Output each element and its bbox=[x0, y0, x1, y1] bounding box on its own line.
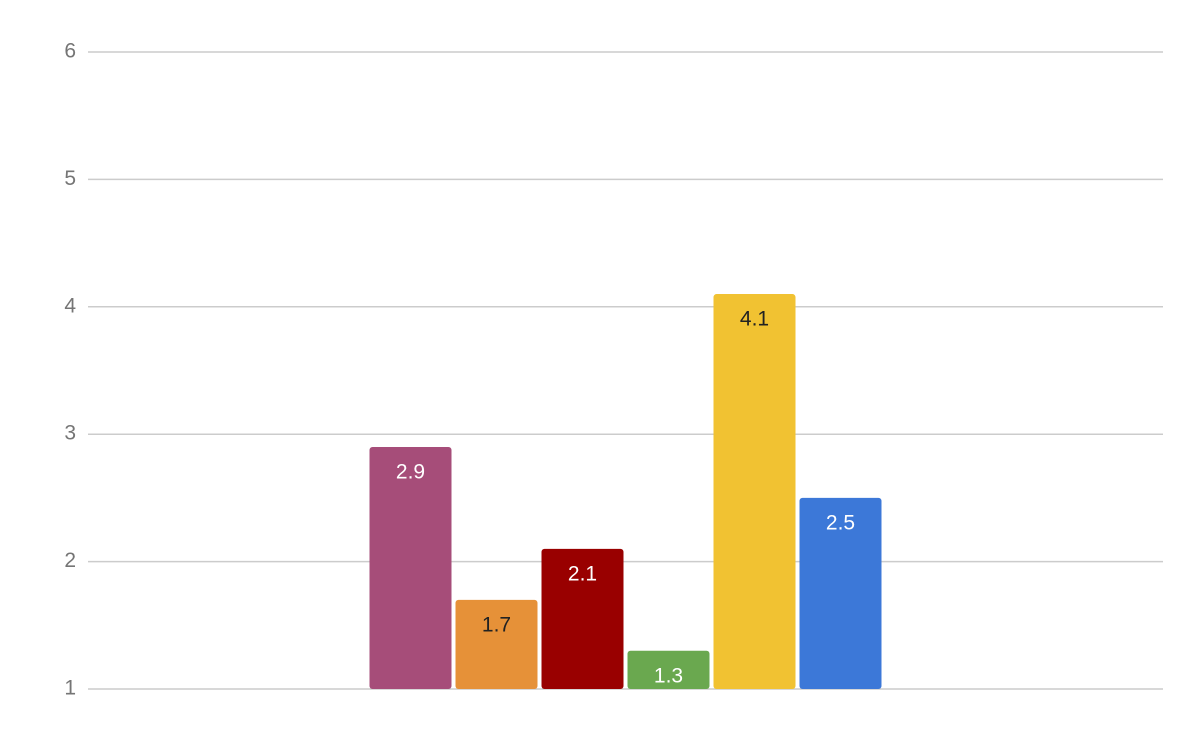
y-tick-label: 2 bbox=[64, 549, 76, 572]
y-tick-label: 5 bbox=[64, 167, 76, 190]
y-tick-label: 1 bbox=[64, 677, 76, 700]
bar bbox=[455, 599, 538, 689]
y-tick-label: 4 bbox=[64, 294, 76, 317]
bar bbox=[799, 497, 882, 689]
value-label: 2.9 bbox=[396, 460, 425, 483]
value-label: 2.1 bbox=[568, 562, 597, 585]
y-tick-label: 3 bbox=[64, 422, 76, 445]
bar bbox=[541, 548, 624, 689]
bar bbox=[369, 446, 452, 689]
bar bbox=[713, 294, 796, 689]
value-label: 2.5 bbox=[826, 511, 855, 534]
value-label: 1.3 bbox=[654, 664, 683, 687]
y-tick-label: 6 bbox=[64, 40, 76, 63]
bar bbox=[627, 650, 710, 689]
value-label: 1.7 bbox=[482, 613, 511, 636]
value-label: 4.1 bbox=[740, 308, 769, 331]
